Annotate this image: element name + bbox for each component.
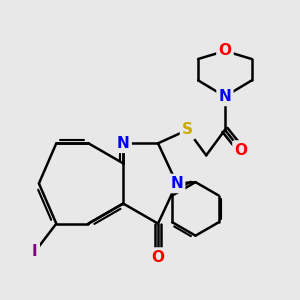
Text: O: O	[218, 44, 231, 59]
Text: S: S	[182, 122, 193, 137]
Text: N: N	[170, 176, 183, 191]
Text: N: N	[219, 89, 231, 104]
Text: N: N	[117, 136, 130, 151]
Text: O: O	[152, 250, 164, 265]
Text: I: I	[32, 244, 38, 259]
Text: O: O	[235, 142, 248, 158]
